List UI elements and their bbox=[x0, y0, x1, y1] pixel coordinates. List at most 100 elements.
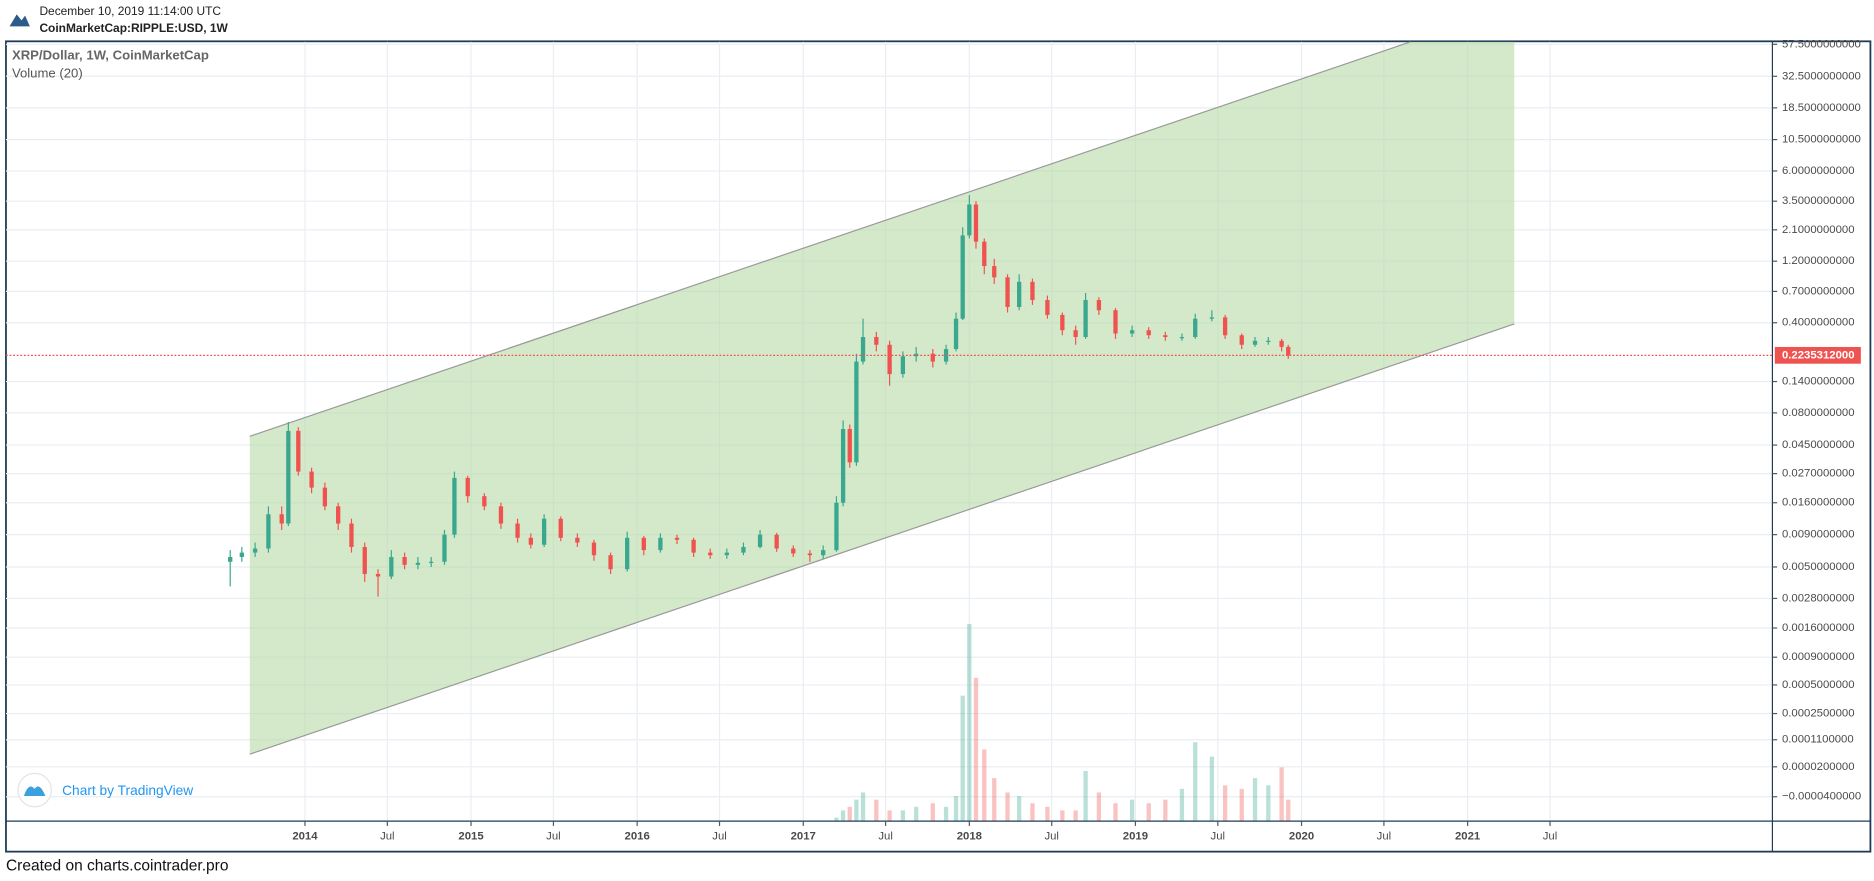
volume-bar bbox=[1005, 792, 1010, 822]
volume-bar bbox=[973, 677, 979, 822]
x-tick-label: 2014 bbox=[292, 831, 318, 843]
candle-body bbox=[375, 573, 381, 577]
last-price-label: 0.2235312000 bbox=[1782, 349, 1855, 361]
volume-bar bbox=[1129, 799, 1135, 822]
candle-body bbox=[992, 266, 997, 278]
candle-body bbox=[887, 344, 892, 375]
x-tick-label: 2018 bbox=[957, 831, 982, 843]
candle-body bbox=[389, 557, 394, 577]
candle-body bbox=[336, 506, 341, 524]
candle-body bbox=[415, 562, 421, 565]
candle-body bbox=[807, 553, 813, 556]
x-tick-label: 2015 bbox=[458, 831, 483, 843]
y-tick-label: 0.0800000000 bbox=[1782, 407, 1855, 419]
candle-body bbox=[575, 537, 580, 543]
candle-body bbox=[541, 518, 547, 545]
candle-body bbox=[1129, 330, 1135, 334]
candle-body bbox=[847, 428, 852, 463]
branding-text[interactable]: Chart by TradingView bbox=[62, 783, 193, 798]
candle-body bbox=[900, 356, 906, 375]
volume-bar bbox=[1096, 792, 1102, 822]
candle-body bbox=[930, 353, 935, 362]
y-tick-label: 0.4000000000 bbox=[1782, 317, 1855, 329]
x-tick-label: 2019 bbox=[1123, 831, 1148, 843]
y-tick-label: 0.7000000000 bbox=[1782, 285, 1855, 297]
channel-upper bbox=[249, 41, 1411, 437]
volume-bar bbox=[967, 623, 972, 822]
volume-bar bbox=[854, 799, 859, 822]
candle-body bbox=[608, 555, 613, 570]
y-tick-label: 57.5000000000 bbox=[1782, 38, 1861, 50]
volume-bar bbox=[992, 778, 997, 822]
candle-body bbox=[465, 477, 470, 497]
candle-body bbox=[286, 430, 291, 524]
chart-frame bbox=[5, 40, 1872, 853]
candle-body bbox=[1096, 300, 1102, 311]
chart-subtitle: Volume (20) bbox=[12, 66, 83, 81]
candle-body bbox=[228, 557, 233, 562]
channel-fill bbox=[249, 41, 1515, 755]
x-tick-label: 2017 bbox=[791, 831, 816, 843]
y-tick-label: 0.0000200000 bbox=[1782, 761, 1855, 773]
candle-body bbox=[1030, 281, 1035, 301]
candle-body bbox=[1113, 310, 1118, 334]
volume-bar bbox=[1146, 803, 1151, 822]
y-tick-label: 0.0001100000 bbox=[1782, 734, 1854, 746]
y-tick-label: 2.1000000000 bbox=[1782, 224, 1855, 236]
candle-body bbox=[322, 487, 328, 507]
volume-bar bbox=[982, 749, 987, 822]
candle-body bbox=[774, 534, 779, 549]
logo bbox=[9, 10, 30, 28]
y-tick-label: 0.0005000000 bbox=[1782, 679, 1855, 691]
candle-body bbox=[1179, 337, 1185, 339]
volume-bar bbox=[874, 799, 879, 822]
candle-body bbox=[1060, 314, 1065, 331]
volume-bar bbox=[834, 817, 839, 822]
candle-body bbox=[266, 514, 271, 549]
candle-body bbox=[691, 539, 696, 553]
volume-bar bbox=[1163, 799, 1168, 822]
volume-bar bbox=[1286, 799, 1291, 822]
candle-body bbox=[279, 514, 284, 524]
candle-body bbox=[1146, 330, 1151, 336]
y-tick-label: 3.5000000000 bbox=[1782, 195, 1855, 207]
y-tick-label: 0.0450000000 bbox=[1782, 439, 1855, 451]
candle-body bbox=[1209, 317, 1214, 319]
candle-body bbox=[874, 337, 879, 345]
candle-body bbox=[982, 241, 987, 267]
trend-channel bbox=[249, 41, 1515, 755]
volume-bar bbox=[1017, 796, 1022, 822]
candle-body bbox=[658, 537, 663, 551]
candle-body bbox=[1239, 335, 1244, 345]
channel-lower bbox=[249, 323, 1515, 755]
candle-body bbox=[1045, 300, 1050, 315]
y-tick-label: 0.0028000000 bbox=[1782, 592, 1855, 604]
branding[interactable]: Chart by TradingView bbox=[17, 772, 193, 808]
volume-bar bbox=[1113, 803, 1118, 822]
candle-body bbox=[1279, 340, 1284, 347]
branding-icon bbox=[23, 786, 46, 797]
y-tick-label: 0.0270000000 bbox=[1782, 468, 1855, 480]
volume-bar bbox=[1073, 810, 1078, 822]
y-tick-label: 0.0050000000 bbox=[1782, 561, 1855, 573]
candle-body bbox=[625, 537, 630, 570]
x-tick-label: Jul bbox=[1211, 831, 1226, 843]
y-tick-label: 0.0160000000 bbox=[1782, 497, 1855, 509]
candle-body bbox=[349, 523, 354, 547]
volume-bar bbox=[930, 803, 935, 822]
candle-body bbox=[1286, 346, 1291, 356]
x-tick-label: Jul bbox=[546, 831, 561, 843]
candle-body bbox=[1083, 300, 1088, 338]
y-tick-label: 0.0002500000 bbox=[1782, 708, 1855, 720]
candle-body bbox=[641, 537, 646, 551]
candle-body bbox=[452, 477, 457, 535]
candle-body bbox=[498, 506, 504, 524]
last-price-box bbox=[1774, 346, 1861, 364]
volume-bar bbox=[1193, 742, 1198, 822]
volume-bar bbox=[943, 806, 949, 822]
candle-body bbox=[1017, 281, 1022, 307]
volume-bar bbox=[1252, 778, 1258, 822]
candle-body bbox=[402, 557, 407, 565]
candle-body bbox=[1222, 317, 1228, 336]
